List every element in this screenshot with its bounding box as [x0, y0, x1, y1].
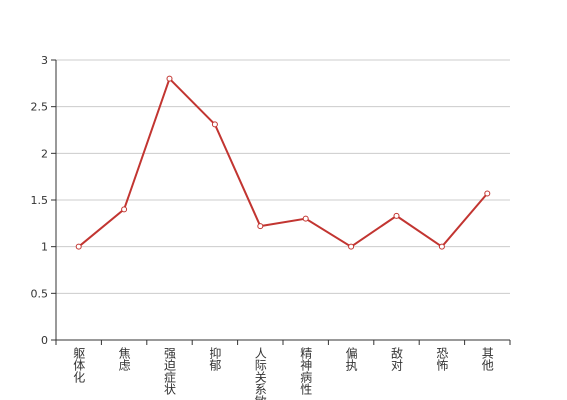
x-tick-label: 恐怖: [435, 347, 449, 371]
x-tick-label: 人际关系敏感: [253, 347, 267, 400]
y-tick-label: 3: [41, 54, 48, 67]
y-tick-label: 1.5: [31, 194, 49, 207]
point: [166, 75, 173, 82]
x-tick-label: 其他: [480, 347, 494, 371]
x-tick-label: 偏执: [344, 346, 358, 372]
point: [257, 223, 264, 230]
point: [393, 212, 400, 219]
x-tick-label: 焦虑: [117, 347, 131, 371]
x-tick-label: 躯体化: [72, 346, 86, 384]
x-tick-label: 敌对: [390, 346, 404, 371]
y-tick-label: 0.5: [31, 287, 49, 300]
point: [348, 243, 355, 250]
x-tick-label: 精神病性: [299, 347, 313, 396]
line: [78, 76, 489, 248]
point: [302, 215, 309, 222]
y-tick-label: 0: [41, 334, 48, 347]
x-tick-label: 抑郁: [208, 346, 222, 372]
x-tick-label: 强迫症状: [163, 347, 177, 395]
point: [484, 190, 491, 197]
point: [211, 121, 218, 128]
point: [121, 206, 128, 213]
point: [75, 243, 82, 250]
point: [438, 243, 445, 250]
y-tick-label: 2.5: [31, 101, 49, 114]
y-tick-label: 2: [41, 147, 48, 160]
y-tick-label: 1: [41, 241, 48, 254]
